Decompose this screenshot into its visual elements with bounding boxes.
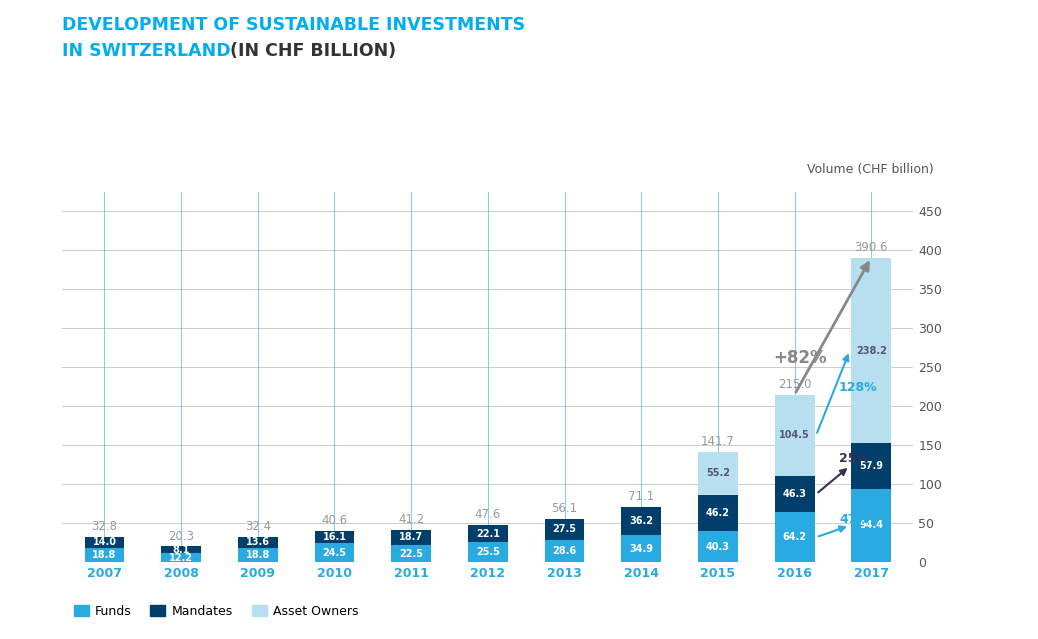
Text: 94.4: 94.4 (859, 521, 883, 530)
Bar (545, 540, 584, 562)
Bar (774, 394, 815, 476)
Text: +82%: +82% (773, 350, 826, 367)
Bar (315, 543, 354, 562)
Text: 47.6: 47.6 (474, 508, 501, 521)
Bar (622, 507, 661, 535)
Text: 32.4: 32.4 (245, 520, 271, 533)
Bar (391, 545, 431, 562)
Text: 13.6: 13.6 (246, 537, 270, 548)
Text: 46.2: 46.2 (706, 508, 730, 518)
Text: 55.2: 55.2 (706, 468, 730, 479)
Text: IN SWITZERLAND: IN SWITZERLAND (62, 42, 237, 59)
Text: 46.3: 46.3 (783, 489, 807, 499)
Bar (468, 525, 508, 543)
Bar (315, 530, 354, 543)
Text: 25.5: 25.5 (475, 548, 500, 557)
Bar (161, 546, 201, 553)
Text: 20.3: 20.3 (168, 530, 194, 543)
Text: 18.8: 18.8 (92, 550, 116, 560)
Text: 57.9: 57.9 (859, 461, 883, 471)
Text: 14.0: 14.0 (92, 537, 116, 547)
Text: 24.5: 24.5 (323, 548, 347, 558)
Legend: Funds, Mandates, Asset Owners: Funds, Mandates, Asset Owners (69, 600, 363, 623)
Bar (851, 489, 892, 562)
Text: 32.8: 32.8 (91, 520, 117, 533)
Text: Volume (CHF billion): Volume (CHF billion) (808, 163, 934, 176)
Text: 25%: 25% (839, 452, 869, 465)
Bar (468, 543, 508, 562)
Bar (851, 443, 892, 489)
Text: 71.1: 71.1 (628, 490, 654, 503)
Text: 40.6: 40.6 (322, 514, 348, 527)
Text: DEVELOPMENT OF SUSTAINABLE INVESTMENTS: DEVELOPMENT OF SUSTAINABLE INVESTMENTS (62, 16, 525, 34)
Text: 41.2: 41.2 (398, 513, 425, 527)
Bar (774, 512, 815, 562)
Text: 18.7: 18.7 (400, 532, 424, 543)
Text: 128%: 128% (839, 381, 878, 394)
Text: 390.6: 390.6 (854, 241, 889, 254)
Text: 40.3: 40.3 (706, 542, 730, 551)
Text: 238.2: 238.2 (855, 346, 886, 355)
Bar (622, 535, 661, 562)
Text: 8.1: 8.1 (172, 544, 190, 555)
Text: 215.0: 215.0 (777, 378, 812, 390)
Bar (851, 258, 892, 443)
Bar (698, 495, 738, 531)
Text: 22.5: 22.5 (400, 548, 424, 558)
Text: (IN CHF BILLION): (IN CHF BILLION) (230, 42, 397, 59)
Text: 141.7: 141.7 (701, 435, 735, 448)
Text: 64.2: 64.2 (783, 532, 807, 543)
Text: 12.2: 12.2 (169, 553, 193, 562)
Bar (391, 530, 431, 545)
Text: 22.1: 22.1 (475, 529, 500, 539)
Text: 56.1: 56.1 (551, 502, 577, 514)
Bar (545, 518, 584, 540)
Bar (238, 548, 278, 562)
Bar (84, 537, 125, 548)
Bar (238, 537, 278, 548)
Bar (161, 553, 201, 562)
Text: 28.6: 28.6 (552, 546, 576, 556)
Text: 27.5: 27.5 (552, 524, 576, 534)
Text: 104.5: 104.5 (780, 430, 810, 440)
Bar (698, 531, 738, 562)
Bar (774, 476, 815, 512)
Text: 36.2: 36.2 (629, 516, 653, 526)
Text: 18.8: 18.8 (246, 550, 270, 560)
Bar (84, 548, 125, 562)
Text: 16.1: 16.1 (323, 532, 347, 542)
Text: 34.9: 34.9 (629, 544, 653, 554)
Text: 47%: 47% (839, 513, 869, 527)
Bar (698, 452, 738, 495)
